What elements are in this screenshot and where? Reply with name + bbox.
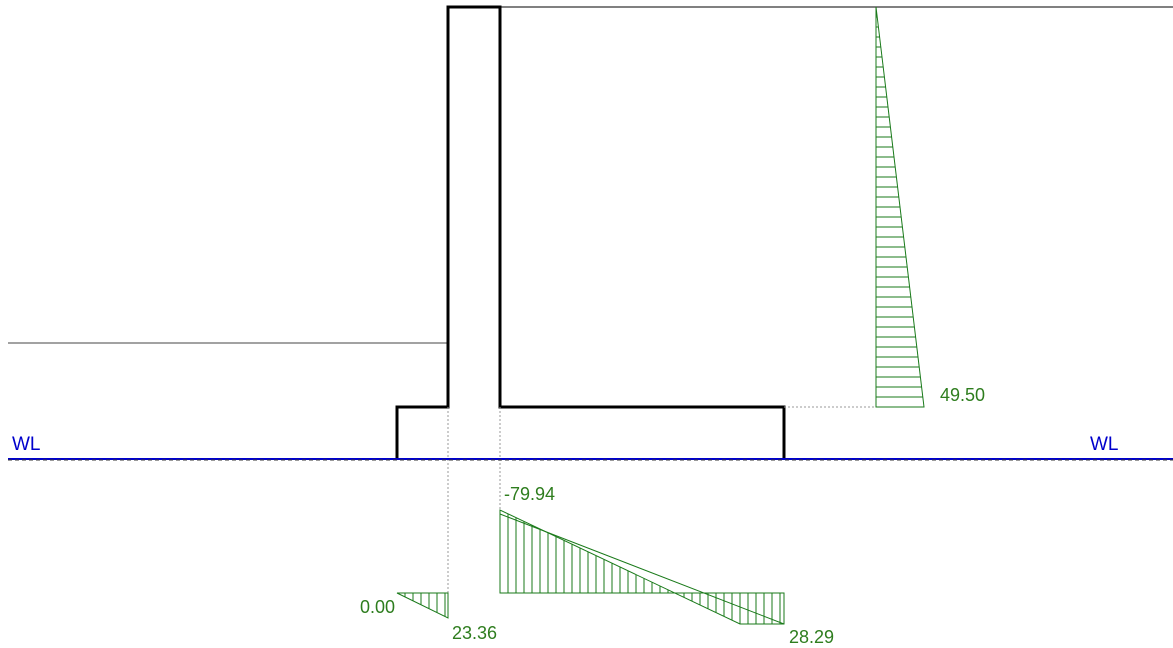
heel-moment-diagram bbox=[499, 509, 785, 625]
toe-moment-end-label: 23.36 bbox=[452, 623, 497, 643]
heel-slope-line bbox=[499, 513, 785, 625]
heel-moment-end-label: 28.29 bbox=[789, 627, 834, 647]
wall-outline bbox=[395, 5, 786, 459]
wl-label-left: WL bbox=[12, 434, 41, 455]
wl-label-right: WL bbox=[1090, 434, 1119, 455]
stem-pressure-value-label: 49.50 bbox=[940, 385, 985, 405]
toe-moment-diagram bbox=[396, 592, 449, 619]
heel-moment-start-label: -79.94 bbox=[504, 484, 555, 504]
toe-moment-zero-label: 0.00 bbox=[360, 597, 395, 617]
stem-pressure-diagram bbox=[875, 6, 925, 408]
